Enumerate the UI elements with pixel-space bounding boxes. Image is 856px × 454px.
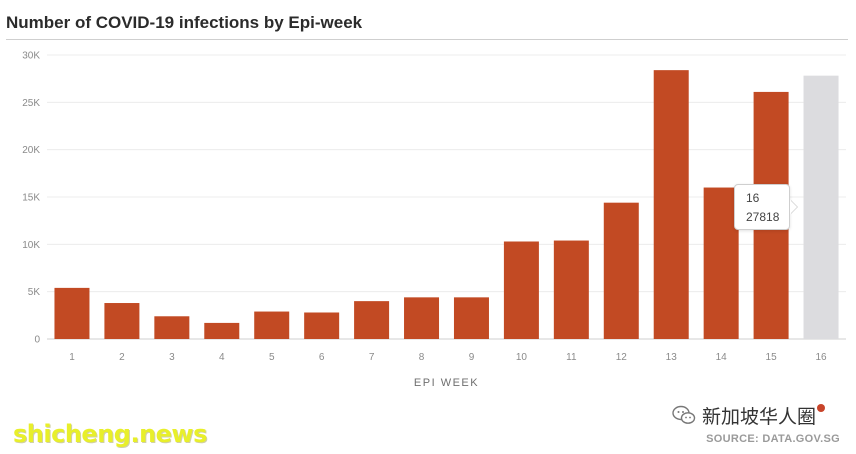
x-tick-label: 4 <box>219 352 225 363</box>
bar-week-4[interactable] <box>204 322 240 339</box>
chat-bubbles-icon <box>672 405 696 424</box>
bar-week-13[interactable] <box>653 70 689 339</box>
x-tick-label: 12 <box>616 352 628 363</box>
x-tick-label: 8 <box>419 352 425 363</box>
source-credit: SOURCE: DATA.GOV.SG <box>706 433 840 445</box>
x-axis-title: EPI WEEK <box>414 377 479 389</box>
y-tick-label: 30K <box>22 51 40 62</box>
bar-week-5[interactable] <box>254 311 290 339</box>
bar-week-10[interactable] <box>503 241 539 339</box>
y-tick-label: 25K <box>22 98 40 109</box>
bar-week-12[interactable] <box>603 202 639 339</box>
x-tick-label: 6 <box>319 352 325 363</box>
y-axis-ticks: 0 5K 10K 15K 20K 25K 30K <box>22 51 40 346</box>
tooltip-pointer <box>790 200 797 214</box>
brand-name: 新加坡华人圈 <box>702 405 817 428</box>
x-tick-label: 7 <box>369 352 375 363</box>
x-tick-label: 2 <box>119 352 125 363</box>
y-tick-label: 5K <box>28 287 41 298</box>
title-divider <box>6 39 848 40</box>
brand-logo: 新加坡华人圈 <box>672 402 826 428</box>
y-tick-label: 20K <box>22 145 40 156</box>
tooltip-value: 27818 <box>746 210 780 224</box>
watermark-text: shicheng.news <box>13 420 207 448</box>
y-tick-label: 0 <box>34 335 40 346</box>
x-tick-label: 3 <box>169 352 175 363</box>
x-tick-label: 13 <box>666 352 678 363</box>
y-tick-label: 15K <box>22 193 40 204</box>
bar-week-9[interactable] <box>453 297 489 339</box>
chart-title: Number of COVID-19 infections by Epi-wee… <box>6 13 363 32</box>
x-tick-label: 15 <box>766 352 778 363</box>
bar-week-8[interactable] <box>404 297 440 339</box>
brand-badge-dot <box>817 404 826 412</box>
x-tick-label: 5 <box>269 352 275 363</box>
x-tick-label: 1 <box>69 352 75 363</box>
bar-week-2[interactable] <box>104 303 140 339</box>
x-tick-label: 10 <box>516 352 528 363</box>
x-tick-label: 16 <box>815 352 827 363</box>
tooltip: 16 27818 <box>734 184 790 230</box>
bar-week-1[interactable] <box>54 287 90 339</box>
x-tick-label: 11 <box>566 352 577 363</box>
y-tick-label: 10K <box>22 240 40 251</box>
x-tick-label: 9 <box>469 352 475 363</box>
bar-week-16[interactable] <box>803 75 839 340</box>
bar-week-14[interactable] <box>703 187 739 339</box>
bar-week-7[interactable] <box>354 301 390 339</box>
tooltip-week: 16 <box>746 191 760 205</box>
bar-week-11[interactable] <box>553 240 589 339</box>
x-axis-ticks: 1 2 3 4 5 6 7 8 9 10 11 12 13 14 15 16 <box>69 352 827 363</box>
bar-week-3[interactable] <box>154 316 190 339</box>
bar-week-6[interactable] <box>304 312 340 339</box>
x-tick-label: 14 <box>716 352 728 363</box>
bars <box>54 70 839 340</box>
